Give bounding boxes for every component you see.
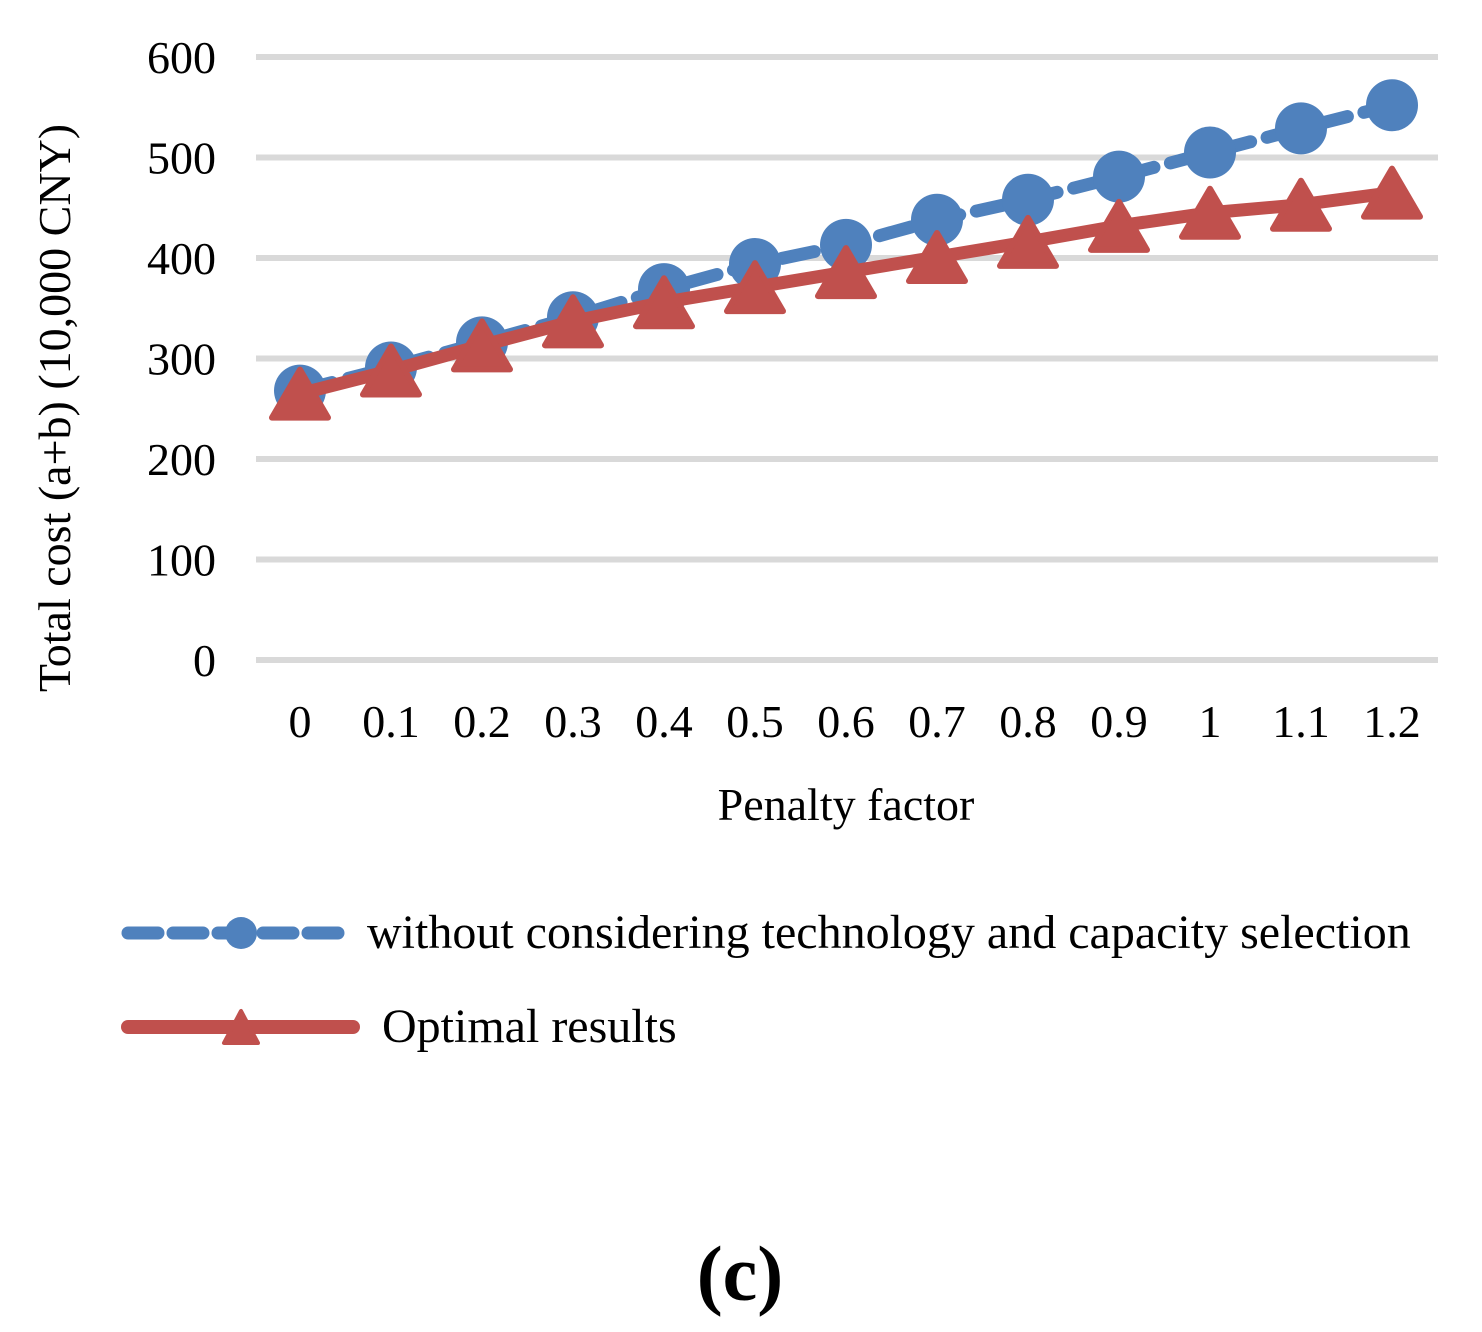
x-tick-label: 0.4 (635, 696, 693, 747)
x-axis-tick-labels: 0 0.1 0.2 0.3 0.4 0.5 0.6 0.7 0.8 0.9 1 1.1 1.2 (289, 696, 1421, 747)
data-series-layer (269, 79, 1423, 421)
x-tick-label: 1 (1199, 696, 1222, 747)
y-tick-label: 0 (193, 635, 216, 686)
x-tick-label: 0.5 (726, 696, 784, 747)
triangle-marker (1361, 165, 1423, 220)
y-tick-label: 100 (147, 535, 216, 586)
series-optimal-results (269, 165, 1423, 421)
y-axis-tick-labels: 0 100 200 300 400 500 600 (147, 32, 216, 686)
x-tick-label: 0.6 (817, 696, 875, 747)
circle-marker (1184, 126, 1236, 179)
circle-marker (911, 193, 963, 246)
y-tick-label: 600 (147, 32, 216, 83)
triangle-marker (724, 260, 786, 315)
circle-marker (1093, 150, 1145, 203)
triangle-marker (815, 245, 877, 300)
triangle-marker (269, 366, 331, 421)
legend-dashed-line-sample (121, 917, 360, 949)
x-tick-label: 0.7 (908, 696, 966, 747)
triangle-marker (1179, 185, 1241, 240)
y-tick-label: 300 (147, 334, 216, 385)
legend-label-optimal-results: Optimal results (382, 1000, 677, 1053)
x-axis-title: Penalty factor (718, 779, 975, 830)
legend: without considering technology and capac… (121, 906, 1411, 1053)
x-tick-label: 0.2 (453, 696, 511, 747)
triangle-marker (542, 294, 604, 349)
circle-marker (1366, 79, 1418, 132)
y-tick-label: 200 (147, 434, 216, 485)
x-tick-label: 0.1 (362, 696, 420, 747)
triangle-marker (451, 318, 513, 373)
y-tick-label: 400 (147, 233, 216, 284)
triangle-marker (906, 229, 968, 284)
legend-label-without-selection: without considering technology and capac… (367, 906, 1411, 959)
legend-item-optimal-results: Optimal results (121, 1000, 677, 1053)
legend-solid-line-sample (121, 1009, 360, 1045)
x-tick-label: 0.8 (999, 696, 1057, 747)
x-tick-label: 0 (289, 696, 312, 747)
legend-item-without-selection: without considering technology and capac… (121, 906, 1411, 959)
triangle-marker (1088, 198, 1150, 253)
x-tick-label: 0.3 (544, 696, 602, 747)
legend-triangle-marker (222, 1009, 260, 1045)
y-tick-label: 500 (147, 133, 216, 184)
legend-circle-marker (225, 917, 257, 949)
circle-marker (1002, 173, 1054, 226)
circle-marker (1275, 102, 1327, 155)
triangle-marker (360, 343, 422, 398)
circle-marker (820, 218, 872, 271)
y-axis-title: Total cost (a+b) (10,000 CNY) (29, 124, 80, 692)
triangle-marker (1270, 177, 1332, 232)
x-tick-label: 0.9 (1090, 696, 1148, 747)
x-tick-label: 1.2 (1363, 696, 1421, 747)
x-tick-label: 1.1 (1272, 696, 1330, 747)
triangle-marker (997, 214, 1059, 269)
figure-caption: (c) (697, 1230, 784, 1317)
triangle-marker (633, 275, 695, 330)
